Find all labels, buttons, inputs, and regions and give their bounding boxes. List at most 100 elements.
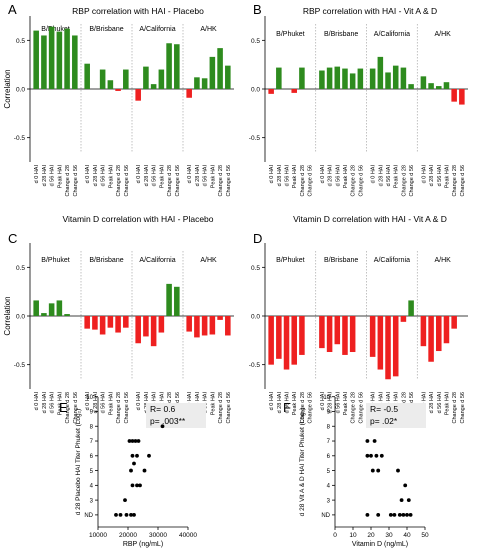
group-label: A/HK [200,257,217,264]
scatter-point [129,468,133,473]
x-tick-label: Peak HAI [343,392,349,416]
x-tick-label: Change d 56 [409,165,415,197]
scatter-point [130,483,135,488]
group-label: B/Brisbane [89,26,123,33]
bar [143,66,149,89]
group-label: A/HK [200,26,217,33]
scatter-point [147,453,151,458]
scatter-point [124,512,129,517]
y-axis-label: d 28 Placebo HAI Titer Phuket (Log₂) [75,409,82,516]
scatter-point [138,483,142,488]
bar [400,67,407,89]
x-tick-label: Change d 56 [175,165,181,197]
x-tick-label: Change d 28 [452,392,458,424]
y-tick-label: 0.0 [16,87,25,94]
x-tick-label: Change d 56 [460,165,466,197]
panel-title: RBP correlation with HAI - Placebo [72,6,204,16]
y-tick-label: 6 [327,454,331,460]
y-tick-label: 9 [327,410,331,416]
scatter-point [376,468,381,473]
bar [377,56,384,89]
group-label: B/Brisbane [324,257,358,264]
group-label: B/Brisbane [89,257,123,264]
bar [268,89,274,94]
bar [33,30,39,90]
bar [135,89,141,101]
bar [107,80,114,89]
x-tick-label: d 56 HAI [335,165,341,187]
x-tick-label: Change d 28 [351,392,357,424]
bar [420,316,427,347]
bar [107,316,114,328]
y-tick-label: 0.5 [16,38,25,45]
bar [56,31,63,89]
x-tick-label: d 0 HAI [34,392,40,411]
group-label: A/HK [434,257,451,264]
y-tick-label: 0.5 [251,38,260,45]
bar [326,67,333,89]
scatter-point [118,512,123,517]
x-tick-label: d 0 HAI [371,392,377,411]
bar [392,316,399,377]
bar [194,77,200,89]
x-tick-label: Change d 28 [167,165,173,197]
bar [276,316,282,359]
x-tick-label: d 28 HAI [328,165,334,187]
y-tick-label: -0.5 [249,135,261,142]
scatter-point [160,424,165,429]
x-tick-label: 20000 [119,532,137,539]
bar [41,313,47,316]
bar [443,82,450,89]
bar [201,316,208,336]
scatter-point [114,512,118,517]
group-label: A/California [374,257,410,264]
x-tick-label: Peak HAI [57,392,63,416]
x-tick-label: d 0 HAI [320,392,326,411]
y-axis-label: d 28 Vit A & D HAI Titer Phuket (Log₂) [299,408,306,517]
y-tick-label: 4 [327,484,331,490]
group-label: A/California [139,26,175,33]
y-tick-label: 10 [86,395,93,401]
scatter-point [123,498,127,503]
x-tick-label: 40 [403,532,411,539]
x-tick-label: 0 [333,532,337,539]
panel-letter-c: C [8,231,17,246]
y-axis-label: Correlation [3,296,12,335]
x-tick-label: d 28 HAI [328,392,334,414]
bar [342,316,348,355]
y-tick-label: 7 [90,439,94,445]
bar [186,316,192,332]
scatter-point [408,512,413,517]
y-tick-label: 0.5 [251,265,260,272]
scatter-point [379,453,384,458]
scatter-point [374,453,379,458]
bar [166,43,172,89]
x-tick-label: Peak HAI [108,392,114,416]
scatter-point [129,512,133,517]
bar [64,314,70,316]
bar [143,316,149,337]
bar [123,316,129,328]
x-tick-label: d 56 HAI [50,392,56,414]
x-tick-label: d 28 HAI [93,392,99,414]
x-tick-label: d 0 HAI [85,165,91,184]
panel-letter-b: B [253,2,262,17]
x-tick-label: 40000 [179,532,197,539]
bar [408,300,414,316]
bar [64,28,70,89]
scatter-point [392,512,397,517]
scatter-point [365,512,370,517]
y-tick-label: -0.5 [14,362,26,369]
x-tick-label: d 56 HAI [437,165,443,187]
stats-box [146,403,206,428]
bar [99,69,106,89]
y-tick-label: 7 [327,439,331,445]
y-tick-label: ND [84,513,93,519]
scatter-point [132,461,136,466]
bar [436,316,442,352]
bar [400,316,407,322]
x-tick-label: Change d 28 [65,392,71,424]
bar [283,316,290,370]
x-tick-label: d 0 HAI [187,392,193,411]
